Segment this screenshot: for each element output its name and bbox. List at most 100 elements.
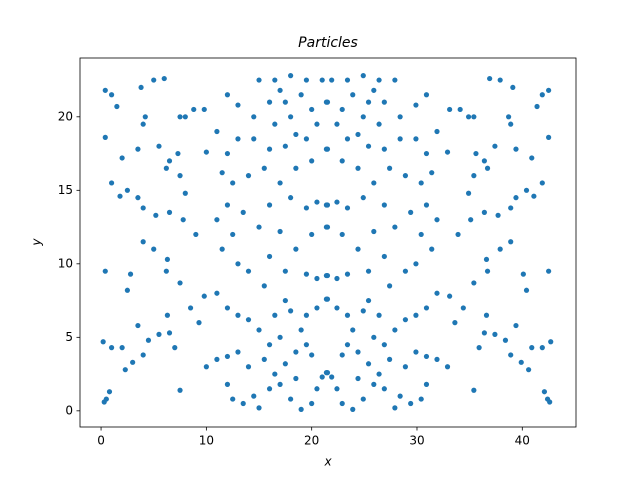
point — [282, 143, 288, 149]
point — [381, 253, 387, 260]
point — [541, 389, 548, 395]
point — [413, 261, 419, 267]
point — [539, 180, 545, 186]
point — [245, 364, 252, 370]
point — [376, 77, 382, 83]
point — [145, 337, 152, 343]
point — [251, 114, 257, 120]
point — [235, 102, 241, 108]
point — [288, 114, 294, 120]
point — [344, 271, 351, 277]
point — [546, 134, 552, 140]
point — [429, 170, 435, 176]
point — [526, 367, 532, 373]
point — [193, 231, 199, 238]
point — [481, 209, 487, 215]
point — [413, 312, 419, 318]
point — [177, 387, 183, 393]
point — [523, 187, 530, 193]
point — [323, 296, 330, 302]
point — [323, 202, 330, 208]
point — [323, 146, 330, 152]
point — [513, 146, 519, 152]
plot-area — [100, 73, 554, 412]
point — [539, 345, 545, 351]
point — [397, 114, 403, 120]
point — [323, 224, 330, 230]
point — [481, 158, 487, 164]
point — [230, 396, 236, 402]
point — [293, 131, 299, 138]
y-axis-label: y — [30, 238, 44, 247]
point — [282, 99, 288, 105]
point — [487, 75, 493, 82]
point — [371, 228, 377, 235]
point — [235, 136, 241, 142]
point — [376, 121, 382, 127]
point — [201, 293, 207, 299]
point — [534, 103, 540, 110]
point — [266, 386, 273, 392]
point — [365, 361, 372, 367]
point — [163, 165, 169, 171]
point — [151, 77, 157, 83]
point — [309, 400, 315, 407]
point — [392, 224, 398, 230]
point — [484, 268, 491, 274]
point — [418, 396, 424, 402]
point — [508, 352, 514, 358]
point — [166, 330, 173, 336]
point — [339, 231, 345, 238]
point — [360, 396, 366, 402]
point — [175, 150, 181, 157]
point — [339, 158, 345, 164]
point — [355, 246, 361, 252]
point — [138, 84, 144, 91]
point — [261, 356, 267, 362]
point — [397, 136, 403, 142]
point — [531, 193, 537, 199]
point — [360, 73, 366, 79]
point — [203, 364, 209, 370]
point — [303, 205, 310, 211]
point — [135, 195, 141, 201]
point — [303, 342, 310, 348]
point — [355, 375, 361, 382]
point — [314, 386, 320, 392]
point — [266, 253, 273, 260]
point — [483, 312, 490, 318]
point — [502, 337, 509, 343]
x-tick-label: 10 — [199, 434, 214, 448]
point — [224, 150, 231, 157]
y-tick-label: 20 — [58, 109, 73, 123]
point — [214, 356, 220, 362]
point — [298, 406, 304, 412]
point — [177, 173, 183, 179]
point — [452, 320, 458, 326]
point — [510, 84, 516, 91]
point — [344, 342, 351, 348]
x-axis-label: x — [323, 455, 332, 469]
point — [277, 334, 283, 340]
point — [140, 205, 146, 211]
point — [447, 293, 453, 299]
point — [108, 92, 115, 98]
point — [122, 367, 128, 373]
point — [397, 393, 403, 399]
point — [381, 202, 387, 208]
point — [408, 400, 414, 407]
point — [339, 400, 345, 407]
point — [293, 246, 299, 252]
point — [272, 371, 278, 377]
point — [465, 190, 472, 196]
point — [423, 150, 430, 157]
point — [429, 246, 435, 252]
point — [381, 342, 387, 348]
point — [314, 305, 320, 311]
point — [423, 305, 430, 311]
point — [293, 375, 299, 382]
point — [334, 275, 340, 282]
point — [196, 320, 202, 326]
point — [334, 386, 340, 392]
point — [473, 150, 479, 157]
